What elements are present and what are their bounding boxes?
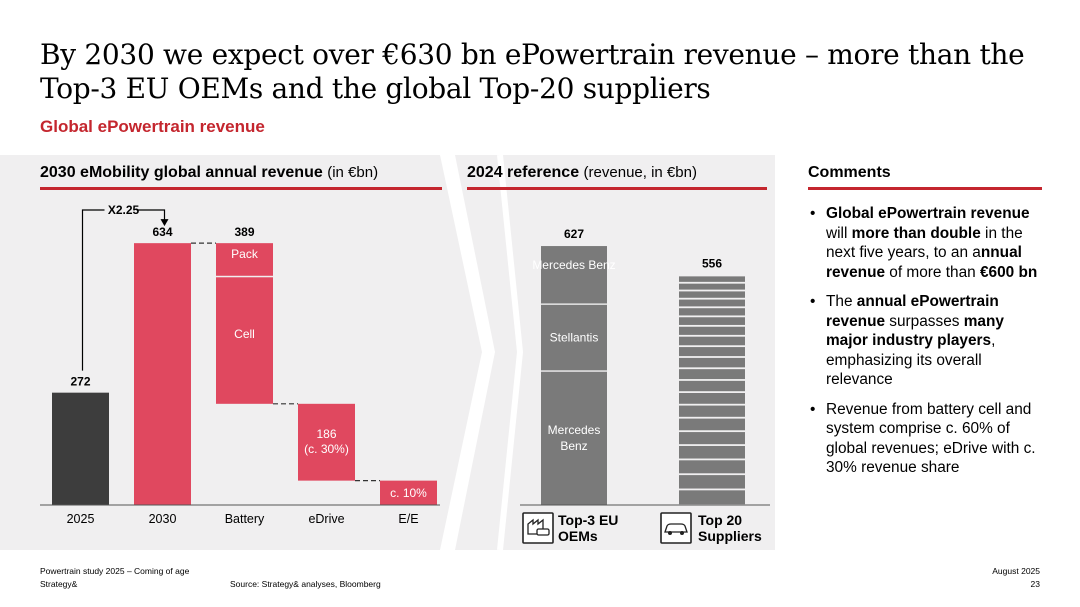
bar-supplier-19 xyxy=(679,283,745,290)
label-mercedes-line-1: Mercedes xyxy=(548,423,601,437)
bar-edrive xyxy=(298,403,355,481)
category-supplier-line-2: Suppliers xyxy=(698,528,762,544)
bar-supplier-17 xyxy=(679,299,745,307)
growth-bracket-right xyxy=(136,209,166,222)
bar-supplier-5 xyxy=(679,432,745,445)
bar-supplier-8 xyxy=(679,392,745,404)
category-label-2025: 2025 xyxy=(67,512,95,526)
mid-heading-bold: 2024 reference xyxy=(467,164,580,181)
label-ee: c. 10% xyxy=(390,486,427,500)
car-icon-body xyxy=(664,523,688,533)
bar-battery-pack xyxy=(216,243,273,276)
bar-supplier-7 xyxy=(679,405,745,417)
footer-date: August 2025 xyxy=(992,566,1040,576)
label-pack: Pack xyxy=(231,247,259,261)
bar-supplier-9 xyxy=(679,380,745,392)
label-supplier-total: 556 xyxy=(702,256,722,270)
mid-heading-unit: (revenue, in €bn) xyxy=(583,164,697,181)
bar-supplier-6 xyxy=(679,418,745,431)
category-label-2030: 2030 xyxy=(149,512,177,526)
category-label-e-e: E/E xyxy=(398,512,418,526)
car-icon xyxy=(660,512,692,544)
footer-brand: Strategy& xyxy=(40,579,78,589)
bar-2030 xyxy=(134,243,191,505)
bar-2025 xyxy=(52,392,109,505)
bar-supplier-14 xyxy=(679,326,745,335)
footer-source: Source: Strategy& analyses, Bloomberg xyxy=(230,579,381,589)
car-icon-wheel-right xyxy=(680,531,684,535)
bar-supplier-4 xyxy=(679,445,745,459)
label-vw: Mercedes Benz xyxy=(532,258,615,272)
bar-supplier-16 xyxy=(679,308,745,316)
mid-heading-rule xyxy=(467,187,767,190)
category-supplier-line-1: Top 20 xyxy=(698,512,742,528)
title-line-2: Top-3 EU OEMs and the global Top-20 supp… xyxy=(40,72,711,105)
bar-supplier-12 xyxy=(679,347,745,357)
bar-supplier-10 xyxy=(679,369,745,380)
comment-bullet-2: The annual ePowertrain revenue surpasses… xyxy=(810,292,1045,390)
category-oem-line-1: Top-3 EU xyxy=(558,512,618,528)
mid-section-heading: 2024 reference (revenue, in €bn) xyxy=(467,164,697,182)
bar-supplier-20 xyxy=(679,276,745,282)
comments-heading: Comments xyxy=(808,164,891,181)
comments-list: Global ePowertrain revenue will more tha… xyxy=(810,204,1045,488)
comment-bullet-1: Global ePowertrain revenue will more tha… xyxy=(810,204,1045,282)
bar-oem-stellantis xyxy=(541,304,607,371)
comment-bullet-3: Revenue from battery cell and system com… xyxy=(810,400,1045,478)
chevron-line xyxy=(497,154,524,551)
bar-oem-mercedes-benz xyxy=(541,246,607,304)
bar-battery-cell xyxy=(216,277,273,404)
bar-oem-vw xyxy=(541,371,607,505)
footer-study: Powertrain study 2025 – Coming of age xyxy=(40,566,190,576)
label-mercedes-line-2: Benz xyxy=(560,439,587,453)
footer-page-number: 23 xyxy=(1030,579,1040,589)
label-stellantis: Stellantis xyxy=(550,330,599,344)
left-heading-bold: 2030 eMobility global annual revenue xyxy=(40,164,323,181)
bar-supplier-11 xyxy=(679,357,745,368)
label-edrive-value: 186 xyxy=(316,427,336,441)
bar-ee xyxy=(380,480,437,505)
right-section-heading: Comments xyxy=(808,164,891,182)
car-factory-icon-car xyxy=(536,528,550,536)
bar-supplier-18 xyxy=(679,291,745,298)
label-oem-total: 627 xyxy=(564,227,584,241)
bar-supplier-15 xyxy=(679,317,745,325)
label-battery: 389 xyxy=(234,225,254,239)
left-section-heading: 2030 eMobility global annual revenue (in… xyxy=(40,164,378,182)
bar-supplier-13 xyxy=(679,336,745,346)
page-subtitle: Global ePowertrain revenue xyxy=(40,117,265,136)
category-label-edrive: eDrive xyxy=(308,512,344,526)
growth-arrow-head xyxy=(160,219,169,227)
left-heading-rule xyxy=(40,187,442,190)
comments-heading-rule xyxy=(808,187,1042,190)
bar-supplier-3 xyxy=(679,460,745,474)
bar-supplier-1 xyxy=(679,490,745,505)
label-edrive-share: (c. 30%) xyxy=(304,442,349,456)
category-oem-line-2: OEMs xyxy=(558,528,598,544)
page-title: By 2030 we expect over €630 bn ePowertra… xyxy=(40,38,1060,106)
label-2025: 272 xyxy=(70,375,90,389)
category-label-battery: Battery xyxy=(225,512,265,526)
label-2030: 634 xyxy=(152,225,172,239)
left-heading-unit: (in €bn) xyxy=(327,164,379,181)
growth-multiplier-label: X2.25 xyxy=(108,203,140,217)
bar-supplier-2 xyxy=(679,475,745,489)
growth-bracket-left xyxy=(81,209,105,371)
title-line-1: By 2030 we expect over €630 bn ePowertra… xyxy=(40,38,1025,71)
label-cell: Cell xyxy=(234,327,255,341)
car-icon-wheel-left xyxy=(668,531,672,535)
